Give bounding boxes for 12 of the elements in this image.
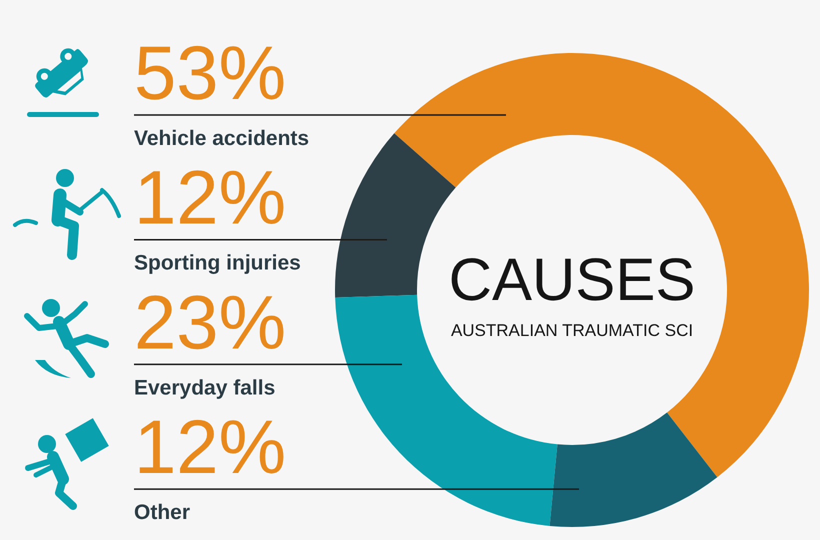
text: AUSTRALIAN TRAUMATIC SCI bbox=[450, 321, 694, 340]
slice-label: Sporting injuries bbox=[134, 252, 301, 275]
data-label: 12% bbox=[134, 156, 286, 241]
slice-label: Everyday falls bbox=[134, 376, 276, 400]
text: CAUSES bbox=[448, 246, 696, 313]
slice-label: Vehicle accidents bbox=[134, 127, 310, 150]
donut-slice bbox=[394, 53, 809, 478]
donut-slice bbox=[550, 412, 718, 527]
data-label: 12% bbox=[134, 405, 286, 490]
slice-label: Other bbox=[134, 501, 190, 524]
data-label: 23% bbox=[134, 280, 286, 366]
data-label: 53% bbox=[134, 31, 286, 116]
